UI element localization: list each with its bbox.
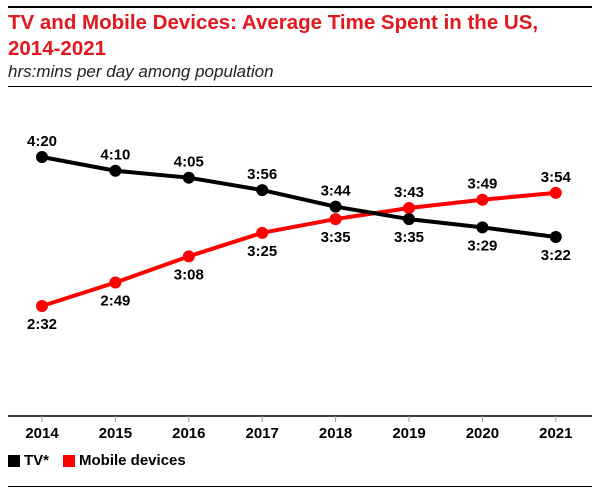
chart-title: TV and Mobile Devices: Average Time Spen… — [8, 11, 539, 60]
data-label-mobile: 3:49 — [467, 176, 497, 193]
legend-label-tv: TV* — [24, 452, 50, 469]
data-point-mobile — [36, 300, 48, 312]
data-label-tv: 3:29 — [467, 237, 497, 254]
data-point-tv — [256, 184, 269, 197]
data-point-mobile — [549, 186, 562, 199]
legend-swatch-tv — [8, 454, 20, 467]
legend: TV* Mobile devices — [8, 452, 200, 469]
x-tick-label: 2019 — [392, 425, 425, 442]
series-line-tv — [40, 155, 558, 239]
x-tick-label: 2016 — [172, 425, 205, 442]
chart-subtitle: hrs:mins per day among population — [8, 62, 274, 81]
data-point-tv — [36, 151, 48, 163]
data-point-mobile — [476, 193, 489, 206]
data-label-mobile: 3:54 — [541, 169, 572, 186]
data-label-mobile: 3:08 — [174, 266, 204, 283]
x-tick-label: 2018 — [319, 425, 352, 442]
x-tick-label: 2015 — [99, 425, 132, 442]
top-rule — [8, 6, 592, 8]
data-label-tv: 3:22 — [541, 247, 571, 264]
data-label-mobile: 2:32 — [27, 316, 57, 333]
legend-item-tv: TV* — [8, 452, 49, 469]
data-point-mobile — [329, 213, 342, 226]
data-point-tv — [109, 164, 122, 177]
data-label-mobile: 3:35 — [321, 229, 351, 246]
data-point-tv — [476, 221, 489, 234]
data-label-tv: 4:05 — [174, 154, 204, 171]
header-rule — [8, 86, 592, 87]
data-point-tv — [182, 171, 195, 184]
series-line-mobile — [40, 190, 558, 308]
data-label-tv: 4:20 — [27, 133, 57, 150]
data-point-mobile — [109, 276, 122, 289]
x-tick-label: 2017 — [246, 425, 279, 442]
data-point-tv — [403, 213, 415, 226]
data-label-mobile: 3:43 — [394, 184, 424, 201]
x-tick-label: 2020 — [466, 425, 499, 442]
data-label-tv: 3:44 — [321, 183, 352, 200]
data-point-mobile — [403, 201, 415, 214]
data-label-tv: 3:56 — [247, 166, 277, 183]
data-point-tv — [329, 200, 342, 213]
data-point-tv — [549, 230, 562, 243]
x-tick-label: 2014 — [25, 425, 59, 442]
legend-item-mobile: Mobile devices — [63, 452, 186, 469]
legend-label-mobile: Mobile devices — [79, 452, 186, 469]
data-label-tv: 4:10 — [100, 147, 130, 164]
x-tick-label: 2021 — [539, 425, 572, 442]
data-label-mobile: 3:25 — [247, 243, 277, 260]
data-label-mobile: 2:49 — [100, 292, 130, 309]
data-point-mobile — [182, 250, 195, 263]
bottom-rule — [8, 486, 592, 487]
data-label-tv: 3:35 — [394, 229, 424, 246]
data-point-mobile — [256, 226, 269, 239]
legend-swatch-mobile — [63, 454, 76, 467]
